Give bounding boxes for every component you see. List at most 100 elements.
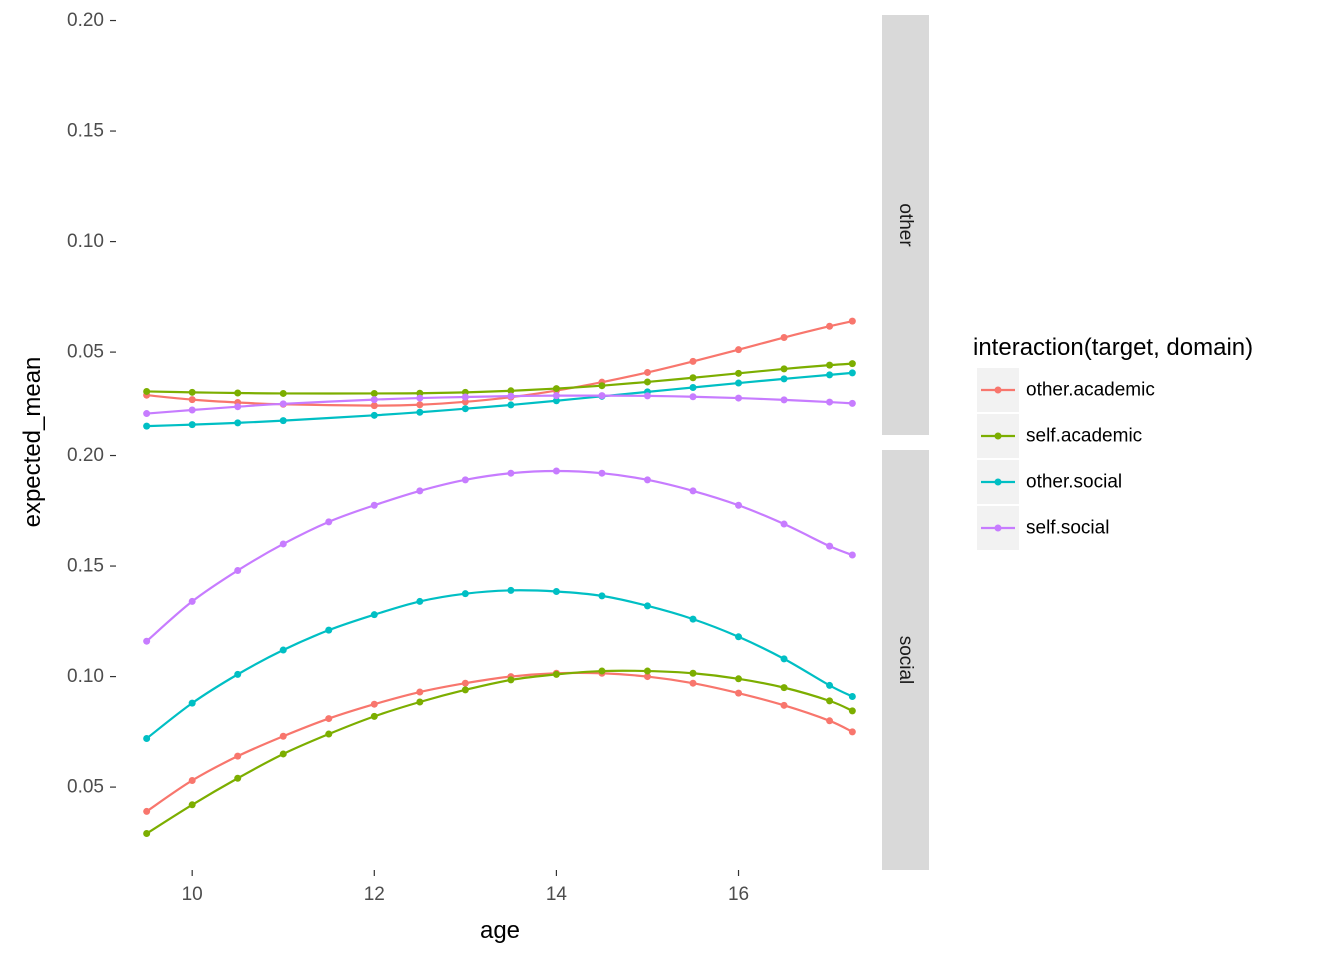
data-point bbox=[143, 830, 151, 838]
data-point bbox=[598, 469, 606, 477]
data-point bbox=[461, 476, 469, 484]
data-point bbox=[689, 679, 697, 687]
data-point bbox=[507, 676, 515, 684]
data-point bbox=[780, 684, 788, 692]
legend: interaction(target, domain) other.academ… bbox=[973, 334, 1253, 550]
data-point bbox=[279, 750, 287, 758]
legend-label: other.academic bbox=[1026, 380, 1155, 401]
data-point bbox=[234, 419, 242, 427]
data-point bbox=[780, 375, 788, 383]
series-self.academic bbox=[143, 667, 856, 838]
facet-strip-background bbox=[882, 450, 929, 870]
data-point bbox=[848, 360, 856, 368]
data-point bbox=[188, 421, 196, 429]
data-point bbox=[461, 679, 469, 687]
data-point bbox=[826, 398, 834, 406]
legend-label: other.social bbox=[1026, 472, 1122, 493]
data-point bbox=[780, 655, 788, 663]
data-point bbox=[416, 401, 424, 409]
data-point bbox=[735, 369, 743, 377]
data-point bbox=[143, 734, 151, 742]
data-point bbox=[643, 673, 651, 681]
data-point bbox=[643, 368, 651, 376]
data-point bbox=[370, 411, 378, 419]
data-point bbox=[643, 602, 651, 610]
series-line bbox=[145, 589, 853, 740]
facet-strip-label: social bbox=[895, 636, 916, 685]
data-point bbox=[143, 637, 151, 645]
data-point bbox=[598, 592, 606, 600]
data-point bbox=[143, 422, 151, 430]
data-point bbox=[826, 371, 834, 379]
plot-area: 0.05 0.10 0.15 0.20 0.05 0.10 0.15 0.20 10 12 14 16 bbox=[67, 10, 856, 905]
facet-strip-social: social bbox=[882, 450, 929, 870]
legend-key-point bbox=[994, 524, 1002, 532]
data-point bbox=[735, 394, 743, 402]
data-point bbox=[507, 387, 515, 395]
data-point bbox=[735, 633, 743, 641]
data-point bbox=[143, 410, 151, 418]
series-line bbox=[146, 371, 853, 428]
data-point bbox=[598, 667, 606, 675]
x-tick-label: 10 bbox=[182, 884, 203, 905]
series-self.social bbox=[143, 467, 856, 645]
data-point bbox=[507, 392, 515, 400]
data-point bbox=[416, 597, 424, 605]
data-point bbox=[552, 397, 560, 405]
data-point bbox=[780, 396, 788, 404]
y-tick-label: 0.15 bbox=[67, 556, 104, 577]
data-point bbox=[370, 389, 378, 397]
data-point bbox=[598, 382, 606, 390]
data-point bbox=[279, 732, 287, 740]
data-point bbox=[552, 670, 560, 678]
data-point bbox=[234, 403, 242, 411]
data-point bbox=[643, 667, 651, 675]
legend-key-point bbox=[994, 386, 1002, 394]
data-point bbox=[735, 675, 743, 683]
x-tick-label: 16 bbox=[728, 884, 749, 905]
x-axis-title: age bbox=[480, 917, 520, 944]
data-point bbox=[689, 487, 697, 495]
data-point bbox=[188, 801, 196, 809]
data-point bbox=[279, 646, 287, 654]
data-point bbox=[507, 401, 515, 409]
data-point bbox=[826, 697, 834, 705]
legend-key-point bbox=[994, 478, 1002, 486]
y-tick-label: 0.20 bbox=[67, 445, 104, 466]
data-point bbox=[188, 699, 196, 707]
x-tick-label: 12 bbox=[364, 884, 385, 905]
series-other.academic bbox=[143, 669, 856, 815]
data-point bbox=[689, 615, 697, 623]
y-axis-title: expected_mean bbox=[19, 357, 46, 528]
data-point bbox=[848, 399, 856, 407]
data-point bbox=[826, 717, 834, 725]
data-point bbox=[826, 322, 834, 330]
data-point bbox=[416, 487, 424, 495]
y-tick-label: 0.05 bbox=[67, 777, 104, 798]
y-tick-label: 0.10 bbox=[67, 231, 104, 252]
series-line bbox=[146, 671, 853, 813]
data-point bbox=[234, 670, 242, 678]
facet-strip-other: other bbox=[882, 15, 929, 435]
data-point bbox=[370, 700, 378, 708]
data-point bbox=[416, 389, 424, 397]
data-point bbox=[848, 317, 856, 325]
data-point bbox=[325, 626, 333, 634]
data-point bbox=[848, 551, 856, 559]
y-tick-label: 0.20 bbox=[67, 10, 104, 31]
data-point bbox=[735, 689, 743, 697]
series-line bbox=[145, 469, 853, 643]
legend-key-other.academic: other.academic bbox=[977, 368, 1155, 412]
legend-key-self.social: self.social bbox=[977, 506, 1109, 550]
data-point bbox=[689, 357, 697, 365]
data-point bbox=[188, 406, 196, 414]
data-point bbox=[780, 701, 788, 709]
data-point bbox=[279, 400, 287, 408]
data-point bbox=[780, 334, 788, 342]
legend-label: self.social bbox=[1026, 518, 1109, 539]
data-point bbox=[552, 467, 560, 475]
series-line bbox=[146, 394, 853, 415]
data-point bbox=[643, 378, 651, 386]
y-tick-label: 0.05 bbox=[67, 342, 104, 363]
facet-strip-label: other bbox=[895, 203, 916, 247]
